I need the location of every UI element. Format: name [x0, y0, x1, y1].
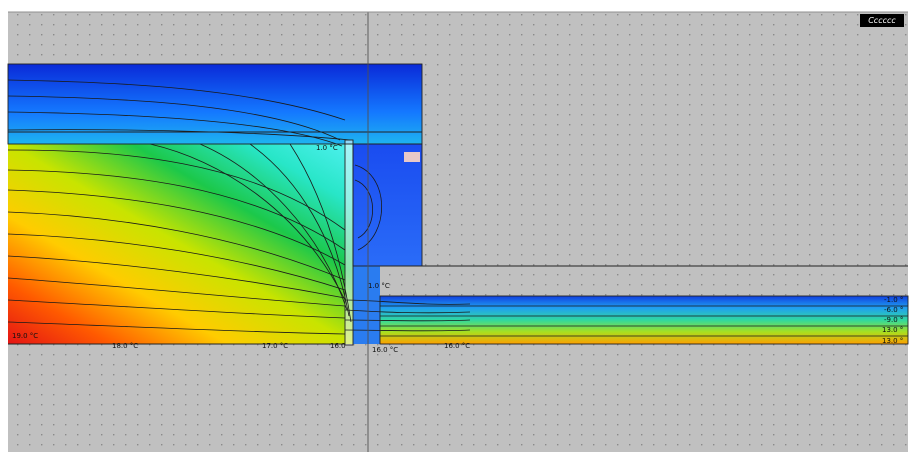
label-bottom-2: 17.0 °C	[262, 342, 288, 350]
label-right-2: -6.0 °	[884, 306, 903, 314]
label-bottom-4: 16.0 °C	[372, 346, 398, 354]
label-corner: 1.0 °C	[368, 282, 390, 290]
geometry-outlines	[7, 63, 909, 346]
connector-block	[353, 266, 380, 344]
label-right-1: -1.0 °	[884, 296, 903, 304]
label-bottom-1: 18.0 °C	[112, 342, 138, 350]
insert-element	[404, 152, 420, 162]
label-bottom-3: 16.0	[330, 342, 346, 350]
label-warm-edge: 19.0 °C	[12, 332, 38, 340]
label-right-5: 13.0 °	[882, 337, 903, 345]
label-right-3: -9.0 °	[884, 316, 903, 324]
label-bottom-5: 16.0 °C	[444, 342, 470, 350]
isotherm-labels: 19.0 °C 18.0 °C 17.0 °C 16.0 16.0 °C 16.…	[12, 144, 903, 354]
warm-region	[8, 144, 353, 344]
corner-status-chip: Cccccc	[860, 14, 904, 27]
frame-profile	[345, 140, 353, 345]
cold-column	[353, 144, 422, 266]
label-top-mid: 1.0 °C	[316, 144, 338, 152]
isotherm-lines	[7, 79, 908, 337]
cold-slab-top	[8, 64, 422, 144]
label-right-4: 13.0 °	[882, 326, 903, 334]
